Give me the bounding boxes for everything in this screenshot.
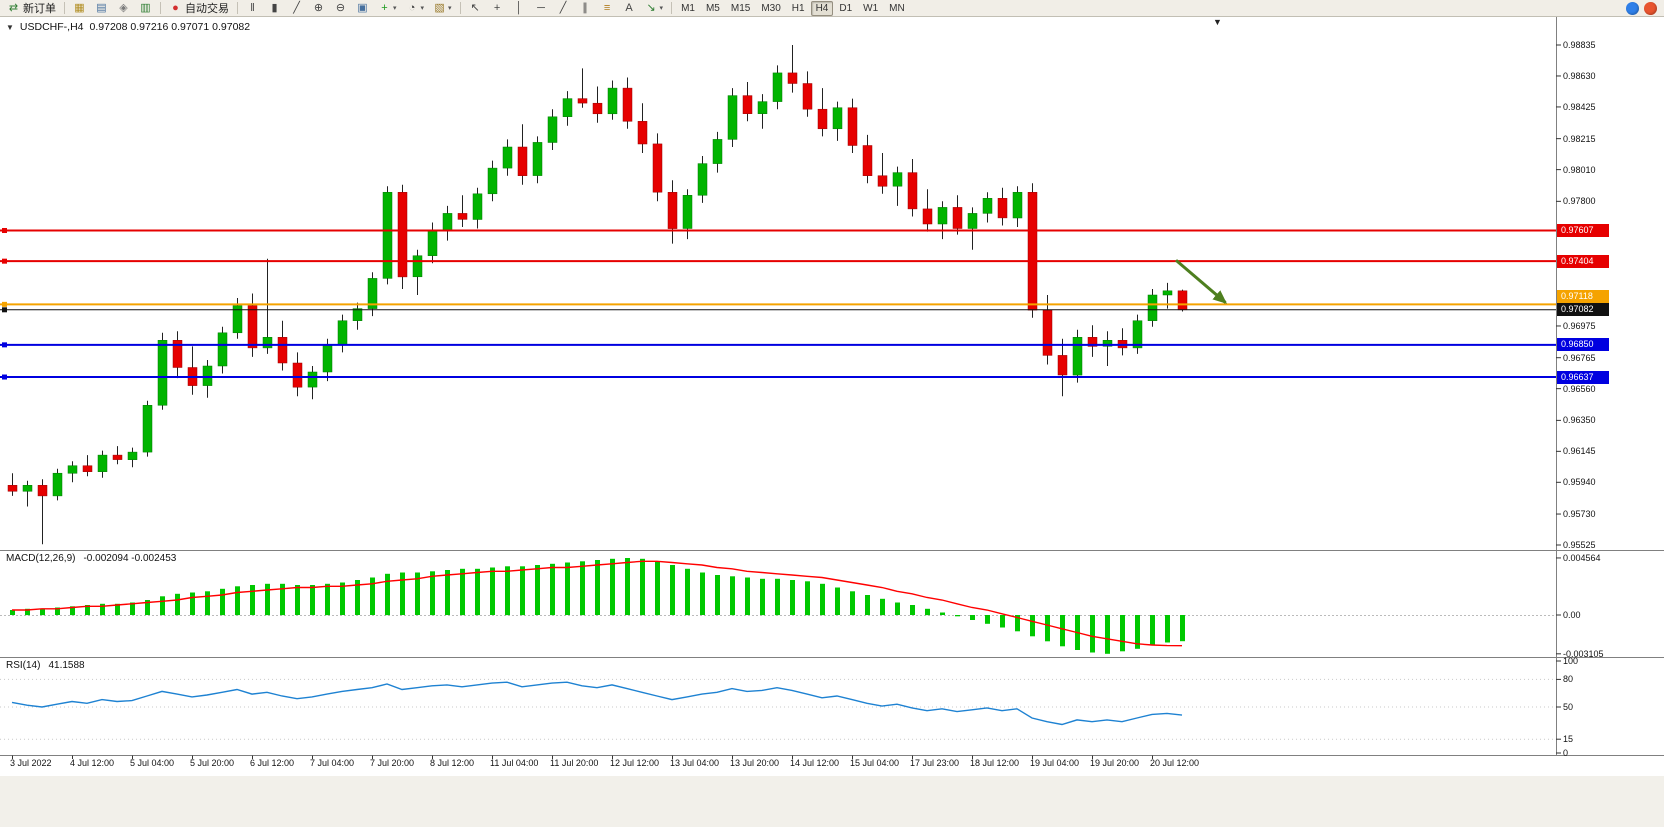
timeframe-button-w1[interactable]: W1 [858,1,883,16]
bar-chart-button[interactable]: ‖ [242,1,263,16]
text-icon: A [625,1,633,14]
fibonacci-icon: ≡ [603,1,611,14]
candlesticks [7,45,1188,545]
resistance-line-2-handle[interactable] [2,258,7,264]
crosshair-icon: + [493,1,501,14]
status-blue-icon[interactable] [1626,1,1639,15]
line-chart-icon: ╱ [293,1,300,14]
tile-windows-icon: ▣ [357,1,368,14]
arrows-dropdown-icon[interactable]: ▾ [659,5,664,12]
channel-icon: ∥ [582,1,588,14]
vertical-line-button[interactable]: │ [509,1,530,16]
navigator-icon: ◈ [119,1,128,14]
toolbar-separator [64,2,65,14]
trendline-button[interactable]: ╱ [553,1,574,16]
support-line-2-handle[interactable] [2,374,7,380]
toolbar-separator [160,2,161,14]
autotrading-button[interactable]: ● 自动交易 [165,1,233,16]
toolbar-right-icons [1626,1,1661,15]
toolbar-separator [237,2,238,14]
new-order-label: 新订单 [23,3,56,15]
channel-button[interactable]: ∥ [575,1,596,16]
pivot-line-handle[interactable] [2,301,7,307]
cursor-icon: ↖ [470,1,480,14]
data-window-icon: ▤ [96,1,107,14]
market-watch-icon: ▦ [74,1,85,14]
zoom-in-button[interactable]: ⊕ [308,1,329,16]
line-chart-button[interactable]: ╱ [286,1,307,16]
text-button[interactable]: A [619,1,640,16]
support-line-1-handle[interactable] [2,342,7,348]
market-watch-button[interactable]: ▦ [69,1,90,16]
trendline-icon: ╱ [559,1,567,14]
indicators-icon: + [381,1,388,14]
candlestick-chart-icon: ▮ [271,1,278,14]
autotrading-icon: ● [172,1,179,14]
resistance-line-1-handle[interactable] [2,227,7,233]
periods-icon: ◔ [408,1,416,14]
timeframe-button-m1[interactable]: M1 [676,1,700,16]
timeframe-button-m15[interactable]: M15 [726,1,755,16]
templates-dropdown-icon[interactable]: ▾ [448,5,452,12]
periods-dropdown-icon[interactable]: ▾ [420,5,425,12]
bar-chart-icon: ‖ [250,1,255,14]
macd-histogram [10,558,1185,654]
horizontal-line-icon: ─ [537,1,545,14]
timeframe-button-h4[interactable]: H4 [810,0,834,16]
window-bottom-area [0,776,1664,827]
tile-windows-button[interactable]: ▣ [352,1,373,16]
zoom-out-button[interactable]: ⊖ [330,1,351,16]
vertical-line-icon: │ [515,1,523,14]
zoom-in-icon: ⊕ [313,1,324,14]
indicators-dropdown-icon[interactable]: ▾ [393,5,397,12]
data-window-button[interactable]: ▤ [91,1,112,16]
new-order-button[interactable]: ⇄ 新订单 [3,1,60,16]
indicators-button[interactable]: + ▾ [374,1,401,16]
zoom-out-icon: ⊖ [335,1,346,14]
chart-shift-marker-icon[interactable]: ▼ [1213,17,1222,27]
chart-controls-group: ‖ ▮ ╱ ⊕ ⊖ ▣ + ▾ ◔ ▾ ▧ ▾ [242,1,456,16]
templates-button[interactable]: ▧ ▾ [429,1,456,16]
macd-signal-line [12,560,1183,647]
timeframe-buttons-group: M1 M5 M15 M30 H1 H4 D1 W1 MN [676,0,910,16]
templates-icon: ▧ [434,1,445,14]
terminal-button[interactable]: ▥ [135,1,156,16]
fibonacci-button[interactable]: ≡ [597,1,618,16]
timeframe-button-m5[interactable]: M5 [701,1,725,16]
rsi-line [11,681,1183,726]
terminal-icon: ▥ [140,1,151,14]
arrows-button[interactable]: ↘ ▾ [641,1,668,16]
timeframe-button-d1[interactable]: D1 [834,1,857,16]
object-tools-group: ↖ + │ ─ ╱ ∥ ≡ A ↘ ▾ [465,1,668,16]
autotrading-label: 自动交易 [185,3,229,15]
trend-arrow-annotation[interactable] [1175,259,1228,304]
toolbar-separator [459,2,461,14]
arrows-icon: ↘ [646,1,656,14]
bid-price-line-handle[interactable] [2,307,7,313]
cursor-button[interactable]: ↖ [465,1,486,16]
timeframe-button-m30[interactable]: M30 [756,1,785,16]
toolbar-separator [671,2,673,14]
timeframe-button-h1[interactable]: H1 [787,1,810,16]
navigator-button[interactable]: ◈ [113,1,134,16]
workspace-icons-group: ▦ ▤ ◈ ▥ [69,1,156,16]
periods-button[interactable]: ◔ ▾ [402,1,429,16]
status-red-icon[interactable] [1644,1,1657,15]
horizontal-line-button[interactable]: ─ [531,1,552,16]
crosshair-button[interactable]: + [487,1,508,16]
new-order-icon: ⇄ [8,1,19,14]
main-toolbar: ⇄ 新订单 ▦ ▤ ◈ ▥ ● 自动交易 ‖ ▮ ╱ ⊕ ⊖ ▣ + ▾ ◔ ▾ ▧ ▾ ↖ + │ ─ ╱ ∥ ≡ A ↘… [0,0,1664,17]
candlestick-chart-button[interactable]: ▮ [264,1,285,16]
timeframe-button-mn[interactable]: MN [884,1,910,16]
